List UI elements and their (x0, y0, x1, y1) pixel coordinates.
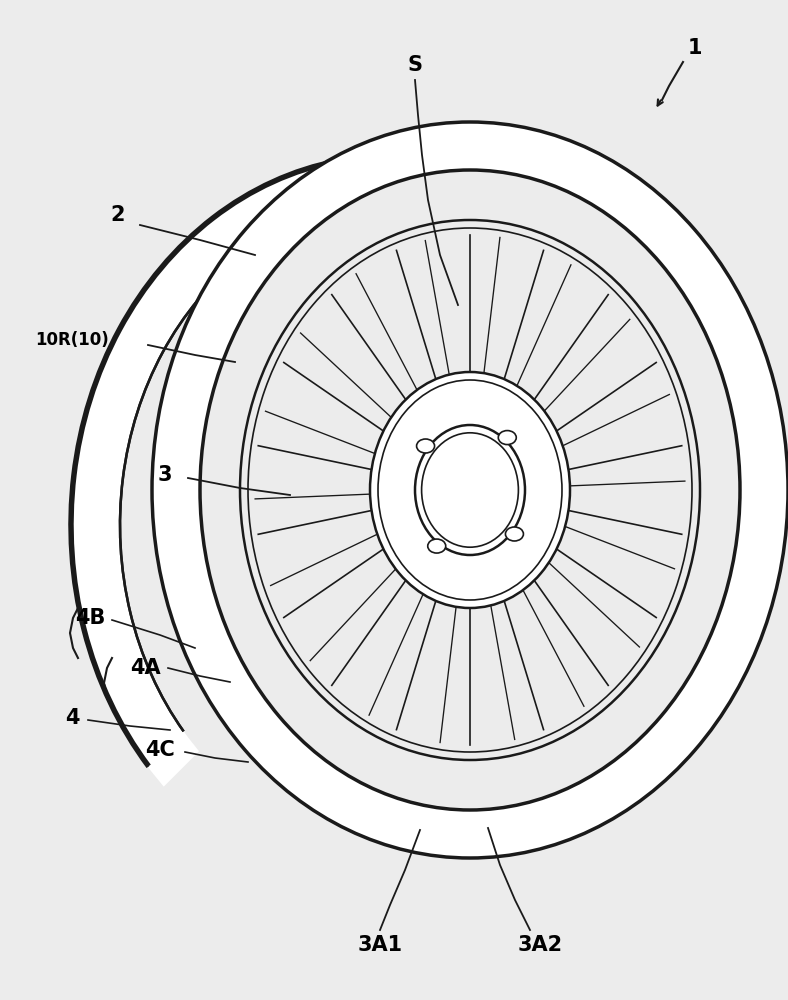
Text: 3A1: 3A1 (358, 935, 403, 955)
Text: 2: 2 (111, 205, 125, 225)
Ellipse shape (152, 122, 788, 858)
Ellipse shape (498, 431, 516, 445)
Ellipse shape (415, 425, 525, 555)
Ellipse shape (240, 220, 700, 760)
Text: 4: 4 (65, 708, 80, 728)
Ellipse shape (200, 170, 740, 810)
Ellipse shape (417, 439, 434, 453)
Polygon shape (70, 155, 667, 787)
Text: 4A: 4A (130, 658, 160, 678)
Ellipse shape (505, 527, 523, 541)
Text: 3: 3 (158, 465, 173, 485)
Text: 4B: 4B (75, 608, 105, 628)
Text: 3A2: 3A2 (518, 935, 563, 955)
Text: 10R(10): 10R(10) (35, 331, 109, 349)
Ellipse shape (428, 539, 446, 553)
Text: S: S (407, 55, 422, 75)
Ellipse shape (370, 372, 570, 608)
Text: 1: 1 (688, 38, 702, 58)
Text: 4C: 4C (145, 740, 175, 760)
